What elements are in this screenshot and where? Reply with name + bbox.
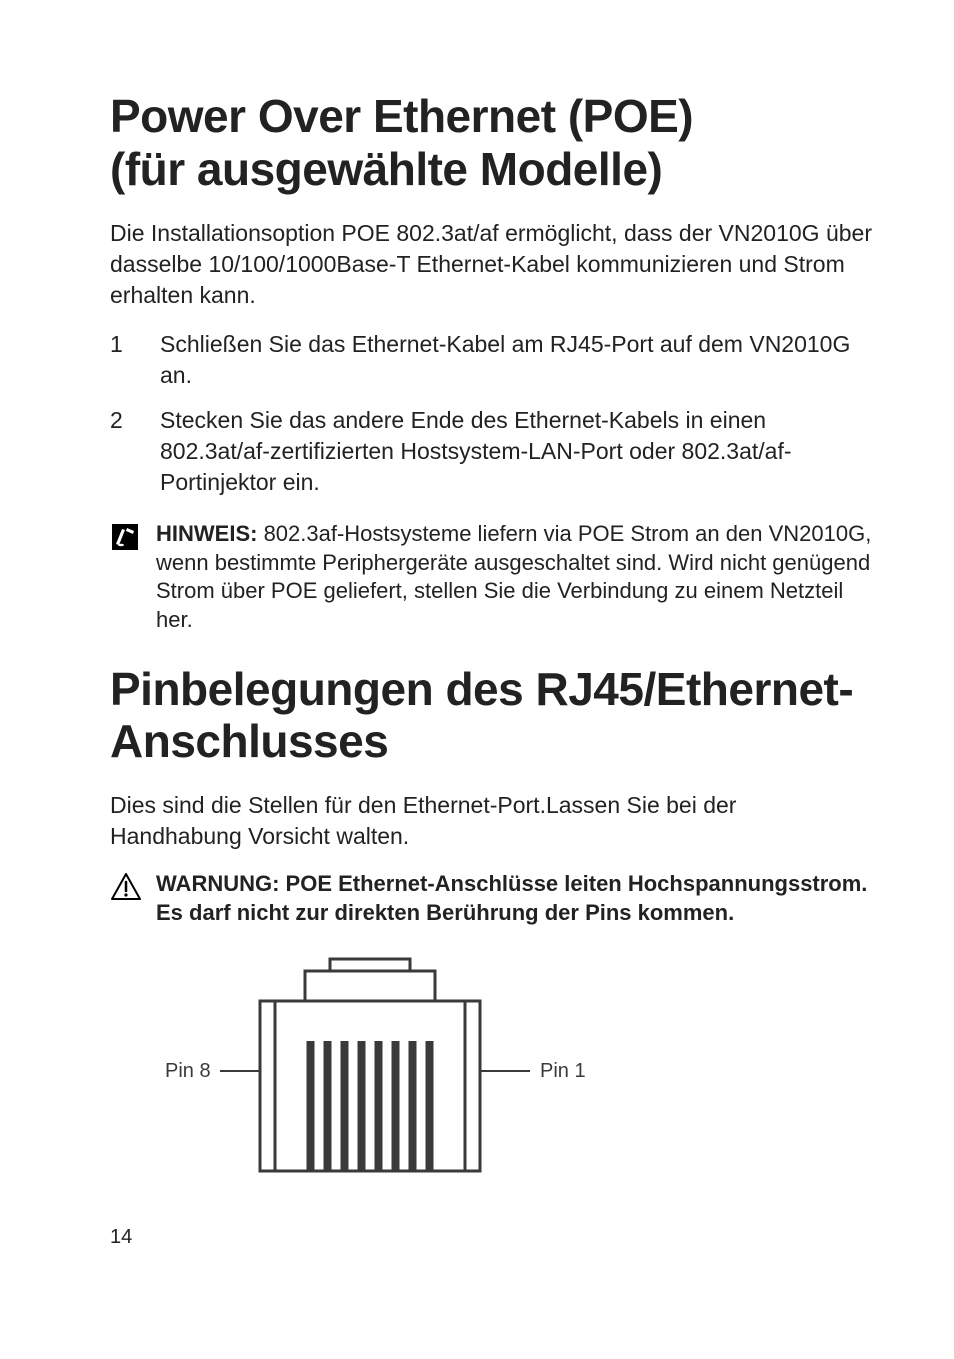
section2-heading: Pinbelegungen des RJ45/Ethernet- Anschlu… <box>110 663 874 769</box>
section1-heading: Power Over Ethernet (POE) (für ausgewähl… <box>110 90 874 196</box>
svg-text:Pin 1: Pin 1 <box>540 1060 586 1082</box>
step-text: Stecken Sie das andere Ende des Ethernet… <box>160 405 874 498</box>
warning-text: WARNUNG: POE Ethernet-Anschlüsse leiten … <box>144 870 874 927</box>
note-callout: HINWEIS: 802.3af-Hostsysteme liefern via… <box>110 520 874 634</box>
note-body: HINWEIS: 802.3af-Hostsysteme liefern via… <box>144 520 874 634</box>
heading2-line2: Anschlusses <box>110 715 388 767</box>
note-text: 802.3af-Hostsysteme liefern via POE Stro… <box>156 521 871 632</box>
rj45-diagram: Pin 8 Pin 1 <box>110 956 874 1186</box>
section1-steps: 1 Schließen Sie das Ethernet-Kabel am RJ… <box>110 329 874 498</box>
step-item: 2 Stecken Sie das andere Ende des Ethern… <box>110 405 874 498</box>
step-number: 1 <box>110 329 160 391</box>
step-text: Schließen Sie das Ethernet-Kabel am RJ45… <box>160 329 874 391</box>
svg-text:Pin 8: Pin 8 <box>165 1060 211 1082</box>
warning-callout: WARNUNG: POE Ethernet-Anschlüsse leiten … <box>110 870 874 927</box>
heading1-line1: Power Over Ethernet (POE) <box>110 90 693 142</box>
note-icon <box>110 520 144 552</box>
section2-intro: Dies sind die Stellen für den Ethernet-P… <box>110 790 874 852</box>
warning-icon <box>110 870 144 902</box>
step-item: 1 Schließen Sie das Ethernet-Kabel am RJ… <box>110 329 874 391</box>
step-number: 2 <box>110 405 160 498</box>
page-number: 14 <box>110 1226 874 1249</box>
note-label: HINWEIS: <box>156 521 257 546</box>
section1-intro: Die Installationsoption POE 802.3at/af e… <box>110 218 874 311</box>
heading2-line1: Pinbelegungen des RJ45/Ethernet- <box>110 663 853 715</box>
heading1-line2: (für ausgewählte Modelle) <box>110 143 662 195</box>
